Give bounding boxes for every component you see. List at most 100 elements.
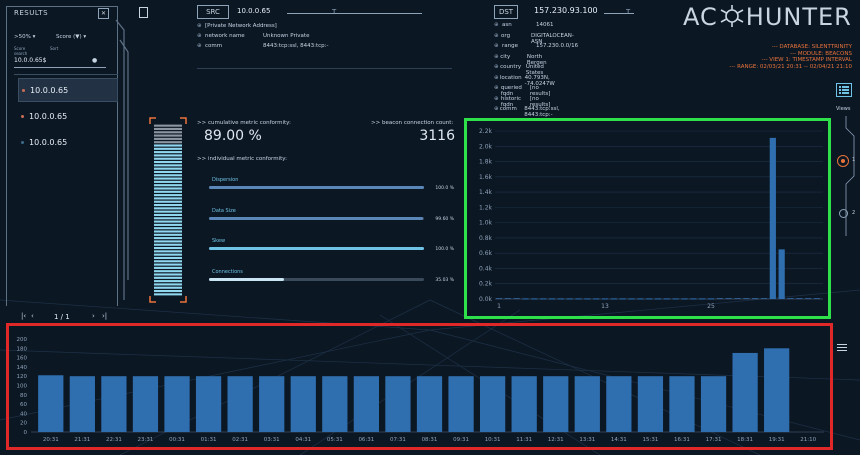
histogram-bar	[575, 298, 582, 300]
filter-icon[interactable]: T	[332, 8, 337, 16]
result-item[interactable]: 10.0.0.65	[18, 131, 116, 153]
histogram-bar	[769, 137, 776, 299]
hour-bar	[479, 376, 506, 432]
x-tick-label: 21:10	[800, 437, 816, 443]
gauge-cell	[154, 256, 182, 260]
hour-bar	[322, 376, 348, 432]
view-selector	[845, 116, 855, 236]
filter-select[interactable]: >50% ▾	[14, 34, 36, 40]
y-tick-label: 1.4k	[479, 189, 493, 196]
gauge-cell	[154, 227, 182, 230]
filter-icon[interactable]: T	[626, 8, 631, 16]
pager-prev[interactable]: ‹	[31, 312, 34, 320]
divider	[604, 13, 634, 14]
x-tick-label: 02:31	[232, 437, 248, 443]
gauge-cell	[154, 127, 182, 131]
histogram-bar	[513, 298, 520, 299]
frame-line	[6, 6, 118, 7]
list-view-icon[interactable]	[836, 82, 852, 97]
x-tick-label: 05:31	[327, 437, 343, 443]
pager-last[interactable]: ›|	[102, 312, 108, 320]
gauge-cell	[154, 217, 182, 220]
gauge-cell	[154, 293, 182, 296]
document-icon[interactable]	[139, 7, 148, 18]
close-icon[interactable]: ✕	[98, 8, 109, 19]
gauge-cell	[154, 260, 182, 263]
result-item[interactable]: 10.0.0.65	[18, 78, 118, 102]
gauge-cell	[154, 207, 182, 210]
metric-pct-skew: 100.0 %	[435, 247, 454, 252]
gauge-cell	[154, 233, 182, 236]
y-tick-label: 0	[24, 430, 28, 436]
beacon-count-label: >> beacon connection count:	[371, 120, 454, 126]
y-tick-label: 0.6k	[479, 250, 493, 257]
search-input[interactable]: 10.0.0.65$	[14, 57, 106, 68]
x-tick-label: 16:31	[674, 437, 690, 443]
gauge-cell	[154, 137, 182, 140]
divider	[197, 68, 452, 69]
view-2-radio[interactable]	[839, 209, 848, 218]
hour-bar	[669, 376, 695, 432]
gauge-cell	[154, 197, 182, 200]
histogram-bar	[752, 298, 759, 299]
frame-line	[117, 6, 118, 306]
gauge-cell	[154, 286, 182, 289]
x-tick-label: 21:31	[74, 437, 90, 443]
x-tick-label: 25	[707, 303, 715, 310]
histogram-bar	[619, 298, 626, 300]
sort-caption: Sort	[50, 46, 59, 51]
view-1-radio[interactable]	[837, 155, 849, 167]
x-tick-label: 23:31	[138, 437, 154, 443]
src-ip: 10.0.0.65	[237, 7, 271, 15]
y-tick-label: 120	[17, 374, 28, 380]
gauge-cell	[154, 190, 182, 193]
y-tick-label: 2.0k	[479, 143, 493, 150]
histogram-bar	[813, 298, 821, 299]
hour-bar	[637, 376, 664, 432]
hour-bar	[764, 348, 790, 432]
pager-next[interactable]: ›	[92, 312, 95, 320]
gauge-cell	[154, 200, 182, 203]
src-label: SRC	[197, 5, 229, 19]
sort-select[interactable]: Score (▼) ▾	[56, 34, 87, 40]
histogram-bar	[663, 298, 670, 300]
divider	[14, 74, 118, 75]
histogram-bar	[796, 298, 803, 299]
x-tick-label: 11:31	[516, 437, 532, 443]
histogram-bar	[593, 298, 600, 300]
chart-menu-icon[interactable]	[837, 344, 847, 351]
y-tick-label: 60	[20, 402, 27, 408]
metric-name-connections: Connections	[212, 269, 243, 275]
y-tick-label: 1.8k	[479, 159, 493, 166]
gauge-cell	[154, 160, 182, 164]
x-tick-label: 18:31	[737, 437, 753, 443]
y-tick-label: 100	[17, 384, 28, 390]
gauge-cell	[154, 289, 182, 293]
search-clear-icon[interactable]: ●	[92, 57, 98, 64]
gauge-cell	[154, 131, 182, 134]
interval-histogram-panel: 0.0k 0.2k 0.4k 0.6k 0.8k 1.0k 1.2k 1.4k 1.6k 1.8k…	[464, 118, 831, 319]
hour-bar	[69, 376, 95, 432]
histogram-bar	[531, 298, 538, 300]
hour-bar	[574, 376, 600, 432]
conformity-gauge	[149, 117, 187, 303]
x-tick-label: 22:31	[106, 437, 122, 443]
dst-row: ⊕ org DIGITALOCEAN-ASN	[494, 32, 574, 45]
gauge-cell	[154, 210, 182, 213]
x-tick-label: 00:31	[169, 437, 185, 443]
gauge-cell	[154, 141, 182, 144]
gauge-cell	[154, 280, 182, 283]
hour-bar	[227, 376, 253, 432]
gauge-cell	[154, 187, 182, 190]
hour-bar	[290, 376, 316, 432]
pager-first[interactable]: |‹	[21, 312, 27, 320]
gauge-cell	[154, 223, 182, 226]
hourly-connections-chart: 0 20 40 60 80 100 120 140 160 180 200 20:31 21:31 22:…	[17, 337, 824, 443]
info-line: --- DATABASE: SILENTTRINITY	[771, 44, 852, 50]
gauge-cell	[154, 157, 182, 160]
result-item[interactable]: 10.0.0.65	[18, 105, 116, 127]
y-tick-label: 200	[17, 337, 28, 343]
histogram-bar	[699, 298, 706, 300]
hour-bar	[353, 376, 380, 432]
histogram-bar	[566, 298, 573, 300]
